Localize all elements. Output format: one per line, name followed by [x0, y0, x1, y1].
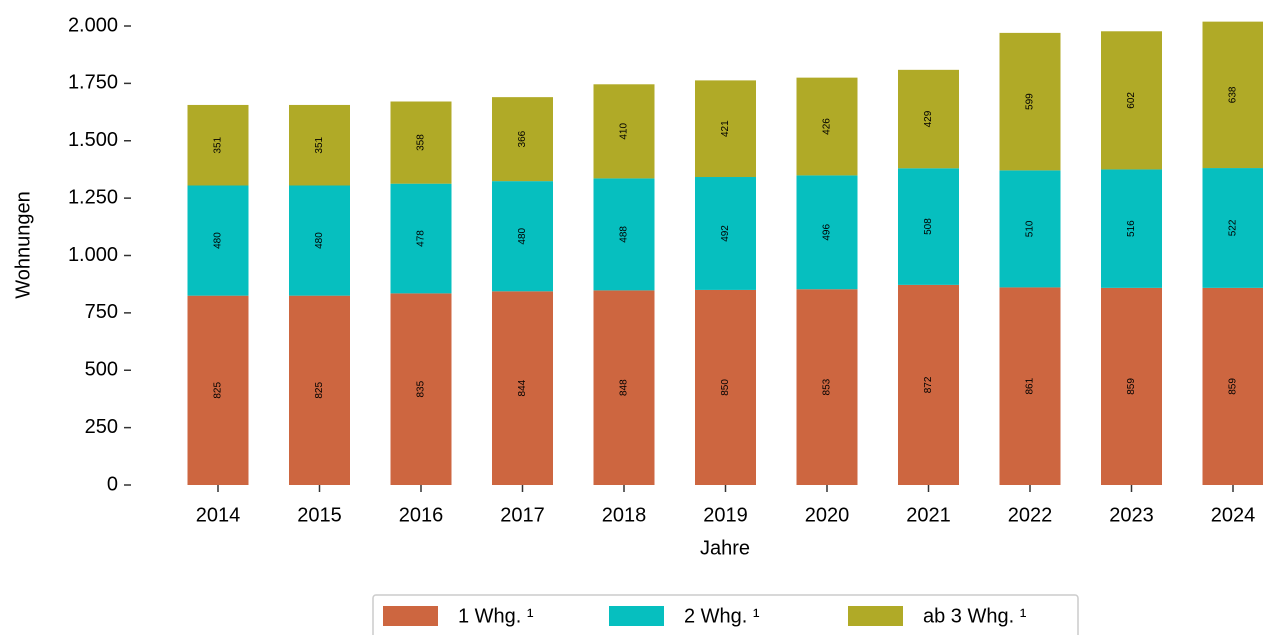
legend-label: 1 Whg. ¹ — [458, 605, 534, 627]
x-tick-label: 2014 — [196, 504, 241, 526]
value-label: 835 — [416, 380, 427, 397]
value-label: 488 — [619, 226, 630, 243]
value-label: 478 — [416, 230, 427, 247]
value-label: 599 — [1025, 93, 1036, 110]
value-label: 510 — [1025, 220, 1036, 237]
bar-segment — [1202, 21, 1263, 169]
bar-segment — [898, 284, 959, 485]
x-tick-label: 2021 — [906, 504, 951, 526]
legend-swatch — [383, 606, 438, 626]
legend-label: 2 Whg. ¹ — [684, 605, 760, 627]
value-label: 859 — [1126, 378, 1137, 395]
legend-swatch — [609, 606, 664, 626]
bar-segment — [999, 287, 1061, 485]
bar-segment — [187, 295, 249, 485]
bar-segment — [289, 185, 350, 296]
value-label: 861 — [1025, 377, 1036, 394]
value-label: 825 — [213, 382, 224, 399]
x-tick-label: 2023 — [1109, 504, 1154, 526]
bar-segment — [796, 175, 858, 290]
value-label: 638 — [1228, 86, 1239, 103]
bar-segment — [1101, 169, 1162, 288]
value-label: 480 — [517, 227, 528, 244]
value-label: 853 — [822, 378, 833, 395]
bar-segment — [1101, 31, 1162, 170]
bar-segment — [492, 97, 553, 182]
x-tick-label: 2019 — [703, 504, 748, 526]
value-label: 480 — [314, 232, 325, 249]
bar-segment — [1101, 287, 1162, 485]
bar-segment — [1202, 287, 1263, 485]
legend-swatch — [848, 606, 903, 626]
value-label: 508 — [923, 218, 934, 235]
value-label: 492 — [720, 225, 731, 242]
bar-segment — [289, 104, 350, 186]
value-label: 516 — [1126, 220, 1137, 237]
bar-segment — [898, 69, 959, 169]
y-tick-label: 250 — [85, 416, 118, 438]
y-tick-label: 750 — [85, 301, 118, 323]
x-tick-label: 2015 — [297, 504, 342, 526]
bar-segment — [289, 295, 350, 485]
bar-segment — [390, 101, 452, 184]
bar-segment — [593, 84, 655, 179]
bar-segment — [695, 289, 756, 485]
value-label: 351 — [213, 136, 224, 153]
y-axis-label: Wohnungen — [12, 191, 34, 299]
bar-segment — [187, 104, 249, 186]
bar-segment — [492, 291, 553, 485]
x-tick-label: 2016 — [399, 504, 444, 526]
y-tick-label: 1.000 — [68, 244, 118, 266]
x-tick-label: 2018 — [602, 504, 647, 526]
value-label: 366 — [517, 130, 528, 147]
bar-segment — [999, 170, 1061, 288]
value-label: 496 — [822, 224, 833, 241]
value-label: 602 — [1126, 92, 1137, 109]
y-tick-label: 1.250 — [68, 186, 118, 208]
value-label: 421 — [720, 120, 731, 137]
value-label: 844 — [517, 379, 528, 396]
bar-segment — [898, 168, 959, 285]
bar-segment — [999, 32, 1061, 171]
y-tick-label: 1.750 — [68, 72, 118, 94]
x-tick-label: 2017 — [500, 504, 545, 526]
value-label: 848 — [619, 379, 630, 396]
y-tick-label: 2.000 — [68, 14, 118, 36]
x-tick-label: 2022 — [1008, 504, 1053, 526]
value-label: 480 — [213, 232, 224, 249]
bar-segment — [796, 289, 858, 485]
bar-segment — [390, 183, 452, 294]
bar-segment — [695, 177, 756, 290]
y-tick-label: 500 — [85, 359, 118, 381]
y-tick-label: 1.500 — [68, 129, 118, 151]
value-label: 351 — [314, 136, 325, 153]
bar-segment — [695, 80, 756, 178]
value-label: 410 — [619, 123, 630, 140]
x-tick-label: 2024 — [1211, 504, 1256, 526]
value-label: 825 — [314, 382, 325, 399]
value-label: 426 — [822, 118, 833, 135]
x-axis-label: Jahre — [700, 537, 750, 559]
bar-segment — [492, 181, 553, 292]
value-label: 872 — [923, 376, 934, 393]
bar-segment — [796, 77, 858, 176]
bar-segment — [390, 293, 452, 485]
y-tick-label: 0 — [107, 473, 118, 495]
legend-label: ab 3 Whg. ¹ — [923, 605, 1027, 627]
bar-segment — [593, 290, 655, 485]
bar-segment — [187, 185, 249, 296]
x-tick-label: 2020 — [805, 504, 850, 526]
bar-segment — [593, 178, 655, 291]
value-label: 859 — [1228, 378, 1239, 395]
value-label: 850 — [720, 379, 731, 396]
value-label: 429 — [923, 110, 934, 127]
value-label: 358 — [416, 134, 427, 151]
bar-segment — [1202, 168, 1263, 288]
value-label: 522 — [1228, 219, 1239, 236]
